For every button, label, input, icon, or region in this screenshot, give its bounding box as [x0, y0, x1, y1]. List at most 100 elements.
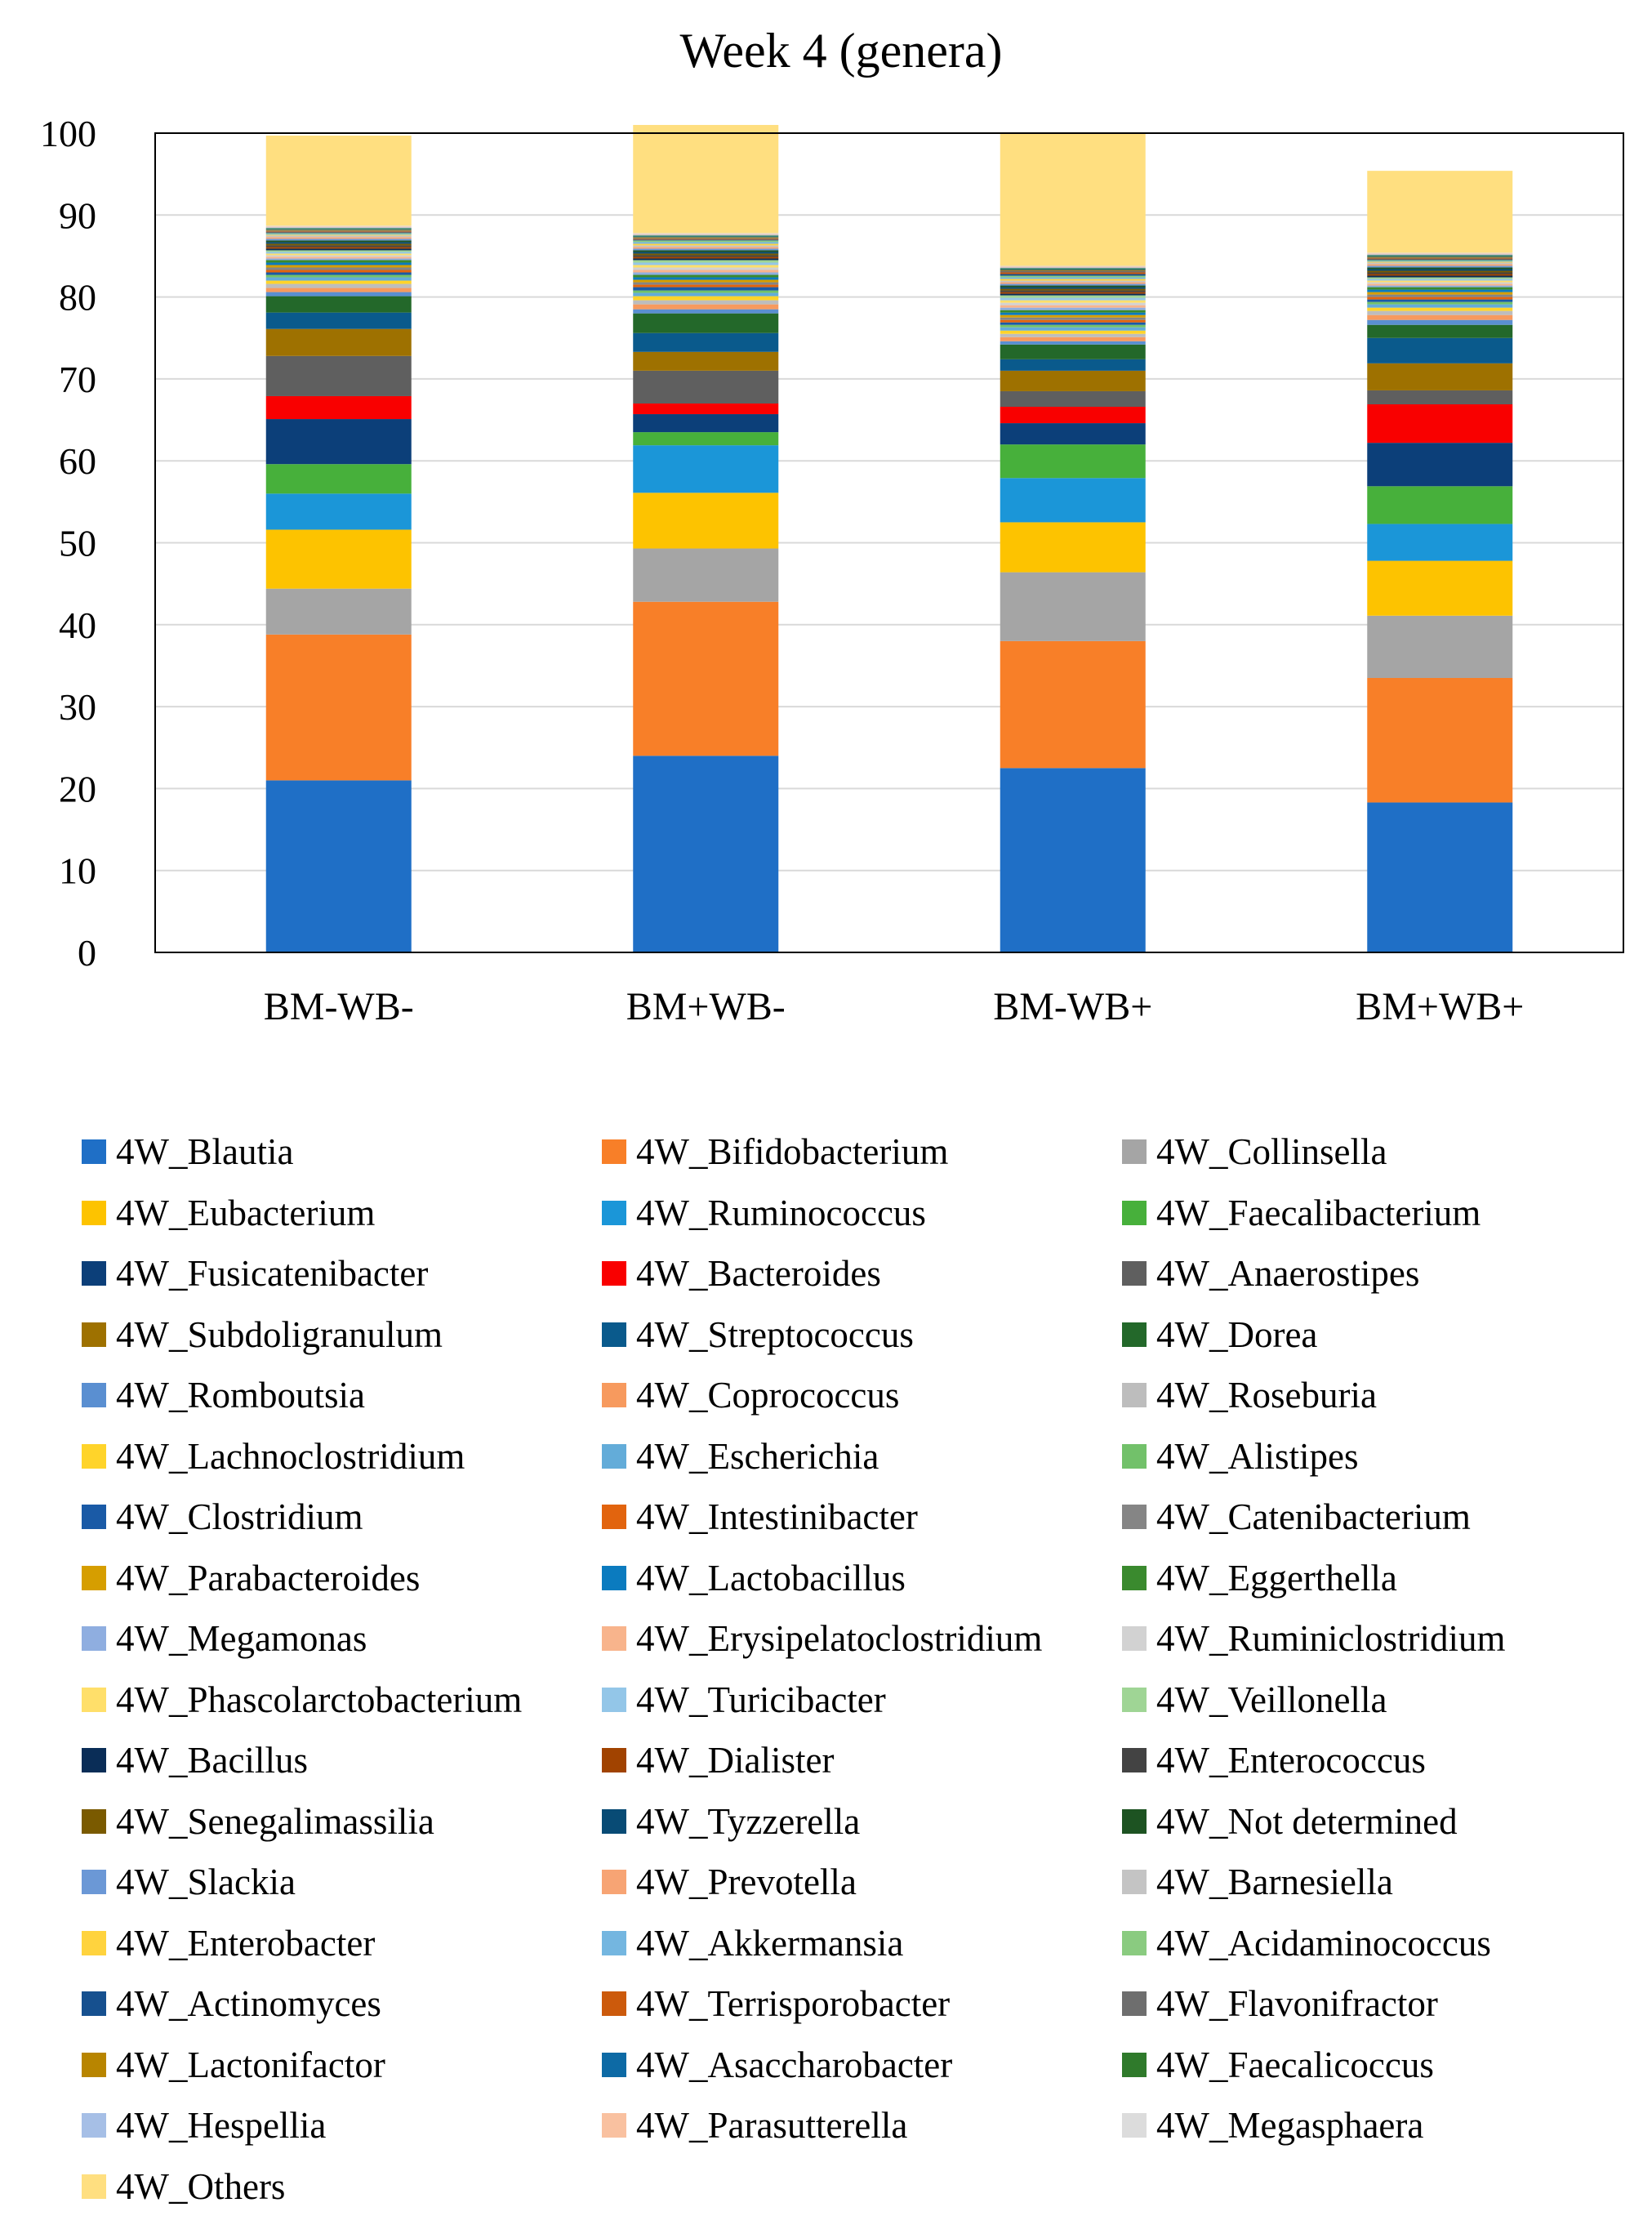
- bar-segment: [1000, 333, 1146, 337]
- bar-segment: [633, 255, 779, 257]
- y-axis-ticks: 0 10 20 30 40 50 60 70 80 90 100: [40, 113, 96, 974]
- bar-segment: [265, 260, 412, 263]
- bar-segment: [265, 328, 412, 356]
- legend-item: 4W_Enterococcus: [1122, 1736, 1426, 1785]
- bar-segment: [1000, 640, 1146, 769]
- legend-item: 4W_Collinsella: [1122, 1127, 1387, 1176]
- bar-segment: [1000, 370, 1146, 391]
- bar-segment: [265, 419, 412, 465]
- legend-swatch: [602, 1626, 626, 1651]
- y-tick-label: 50: [59, 523, 96, 564]
- legend-label: 4W_Others: [116, 2165, 286, 2207]
- bar-segment: [1367, 324, 1513, 338]
- bar-segment: [1367, 262, 1513, 265]
- bar-segment: [265, 292, 412, 297]
- bar-segment: [633, 414, 779, 433]
- legend-item: 4W_Not determined: [1122, 1797, 1458, 1846]
- bar-segment: [265, 529, 412, 589]
- bar-segment: [265, 464, 412, 494]
- legend-label: 4W_Bacteroides: [636, 1253, 881, 1294]
- bar-segment: [1367, 337, 1513, 363]
- bar-segment: [633, 234, 779, 236]
- bar-segment: [633, 248, 779, 251]
- legend-swatch: [602, 1565, 626, 1590]
- bar-segment: [1367, 319, 1513, 325]
- legend-label: 4W_Veillonella: [1156, 1679, 1387, 1720]
- bar-segment: [1000, 572, 1146, 641]
- bar-segment: [1000, 283, 1146, 286]
- legend-swatch: [602, 1139, 626, 1164]
- legend-label: 4W_Faecalibacterium: [1156, 1192, 1481, 1233]
- bar-segment: [265, 240, 412, 243]
- legend-swatch: [1122, 1565, 1147, 1590]
- legend-swatch: [602, 1808, 626, 1834]
- bar-segment: [633, 296, 779, 301]
- bar-segment: [1367, 615, 1513, 678]
- bar-segment: [1000, 265, 1146, 267]
- bar-segment: [633, 756, 779, 952]
- legend-item: 4W_Barnesiella: [1122, 1857, 1393, 1906]
- bar-segment: [265, 234, 412, 236]
- legend-item: 4W_Subdoligranulum: [82, 1310, 443, 1359]
- bar-segment: [1367, 277, 1513, 279]
- bar-segment: [265, 493, 412, 530]
- legend-swatch: [82, 1443, 106, 1469]
- legend-item: 4W_Slackia: [82, 1857, 296, 1906]
- legend-label: 4W_Faecalicoccus: [1156, 2044, 1434, 2085]
- legend-swatch: [1122, 1383, 1147, 1407]
- bar-segment: [1367, 261, 1513, 263]
- bar-segment: [1000, 288, 1146, 291]
- legend-label: 4W_Collinsella: [1156, 1131, 1387, 1172]
- legend-item: 4W_Terrisporobacter: [602, 1979, 950, 2028]
- bar-segment: [265, 634, 412, 781]
- bar-segment: [1367, 287, 1513, 290]
- legend-swatch: [602, 1443, 626, 1469]
- legend-item: 4W_Dialister: [602, 1736, 834, 1785]
- bar-segment: [1000, 305, 1146, 308]
- bar-segment: [1000, 293, 1146, 296]
- legend-label: 4W_Not determined: [1156, 1800, 1458, 1842]
- bar-segment: [265, 395, 412, 420]
- bar-segment: [1367, 267, 1513, 270]
- bar-segment: [1000, 444, 1146, 479]
- bar-segment: [1367, 280, 1513, 283]
- legend-label: 4W_Roseburia: [1156, 1375, 1377, 1416]
- bar-segment: [265, 255, 412, 257]
- bar-segment: [633, 236, 779, 238]
- legend-item: 4W_Megamonas: [82, 1614, 367, 1663]
- legend-label: 4W_Blautia: [116, 1131, 294, 1172]
- legend-item: 4W_Coprococcus: [602, 1371, 899, 1420]
- legend-item: 4W_Streptococcus: [602, 1310, 914, 1359]
- bar-segment: [633, 493, 779, 549]
- bar-segment: [265, 232, 412, 234]
- legend-swatch: [602, 1870, 626, 1894]
- y-tick-label: 30: [59, 686, 96, 728]
- bar-segment: [1000, 282, 1146, 284]
- legend-label: 4W_Lachnoclostridium: [116, 1435, 465, 1477]
- y-tick-label: 70: [59, 359, 96, 400]
- bar-segment: [633, 237, 779, 239]
- bar-segment: [1367, 363, 1513, 390]
- legend-item: 4W_Blautia: [82, 1127, 293, 1176]
- bar-segment: [1000, 270, 1146, 271]
- bar-segment: [633, 272, 779, 275]
- legend-label: 4W_Megasphaera: [1156, 2105, 1424, 2146]
- bar-segment: [1367, 257, 1513, 259]
- legend-item: 4W_Dorea: [1122, 1310, 1317, 1359]
- bar-segment: [1000, 272, 1146, 274]
- bar-segment: [633, 284, 779, 288]
- legend-item: 4W_Fusicatenibacter: [82, 1249, 428, 1298]
- bar-segment: [1000, 275, 1146, 278]
- bar-segment: [633, 548, 779, 602]
- bar-segment: [1367, 524, 1513, 561]
- bar-segment: [265, 136, 412, 226]
- bar-segment: [633, 287, 779, 291]
- bar-segment: [265, 256, 412, 259]
- bar-segment: [1000, 344, 1146, 359]
- legend-swatch: [82, 1808, 106, 1834]
- bar-segment: [633, 253, 779, 256]
- bar-segment: [633, 274, 779, 278]
- bar-segment: [1367, 289, 1513, 292]
- legend-swatch: [1122, 1139, 1147, 1164]
- bar-segment: [265, 233, 412, 234]
